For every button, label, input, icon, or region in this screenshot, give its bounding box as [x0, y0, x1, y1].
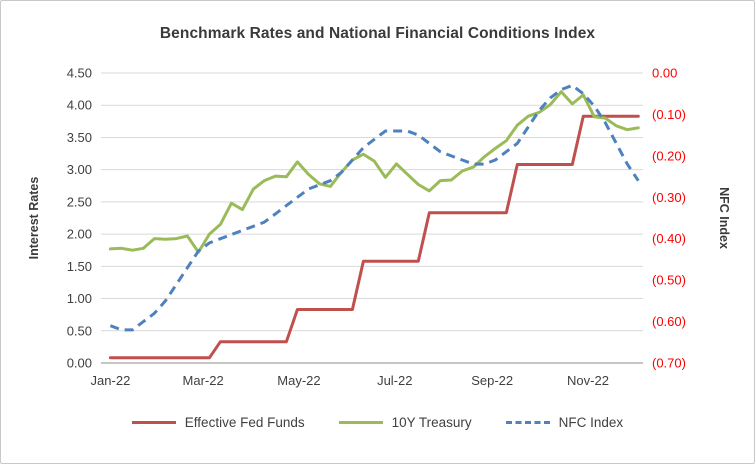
right-axis-tick-label: (0.60) [652, 314, 686, 329]
left-axis-tick-label: 2.50 [67, 194, 92, 209]
left-axis-tick-label: 3.50 [67, 130, 92, 145]
right-axis-tick-label: (0.20) [652, 148, 686, 163]
legend-item-effective-fed-funds: Effective Fed Funds [131, 415, 305, 430]
right-axis-tick-label: (0.50) [652, 273, 686, 288]
right-axis-tick-label: (0.40) [652, 231, 686, 246]
left-axis-tick-label: 4.00 [67, 98, 92, 113]
series-line-nfc-index [109, 83, 640, 332]
left-axis-tick-label: 1.00 [67, 291, 92, 306]
series-line-effective-fed-funds [108, 114, 640, 360]
x-axis-tick-label: May-22 [277, 373, 320, 388]
left-axis-tick-label: 1.50 [67, 259, 92, 274]
right-axis-tick-label: (0.30) [652, 190, 686, 205]
legend-label-nfc-index: NFC Index [558, 415, 624, 430]
legend-swatch-effective-fed-funds [131, 421, 176, 424]
legend-item-nfc-index: NFC Index [505, 415, 624, 430]
legend-swatch-10y-treasury [338, 421, 383, 424]
x-axis-tick-label: Jan-22 [91, 373, 131, 388]
x-axis-tick-label: Sep-22 [471, 373, 513, 388]
legend-item-10y-treasury: 10Y Treasury [338, 415, 472, 430]
x-axis-tick-label: Mar-22 [183, 373, 224, 388]
right-axis-tick-label: (0.70) [652, 356, 686, 371]
left-axis-tick-label: 0.50 [67, 323, 92, 338]
chart-legend: Effective Fed Funds 10Y Treasury NFC Ind… [1, 415, 754, 430]
right-axis-tick-label: (0.10) [652, 107, 686, 122]
left-axis-tick-label: 2.00 [67, 227, 92, 242]
legend-swatch-nfc-index [505, 421, 550, 424]
chart-title: Benchmark Rates and National Financial C… [159, 25, 596, 42]
left-axis-tick-label: 4.50 [67, 66, 92, 81]
legend-label-10y-treasury: 10Y Treasury [391, 415, 472, 430]
right-axis-tick-label: 0.00 [652, 66, 677, 81]
x-axis-tick-label: Nov-22 [567, 373, 609, 388]
left-axis-tick-label: 3.00 [67, 162, 92, 177]
legend-label-effective-fed-funds: Effective Fed Funds [184, 415, 305, 430]
left-axis-tick-label: 0.00 [67, 356, 92, 371]
series-line-10y-treasury [108, 90, 640, 254]
x-axis-tick-label: Jul-22 [377, 373, 412, 388]
chart-plot-area: 4.50 4.00 3.50 3.00 2.50 2.00 1.50 1.00 0.50 0.00… [67, 66, 686, 389]
